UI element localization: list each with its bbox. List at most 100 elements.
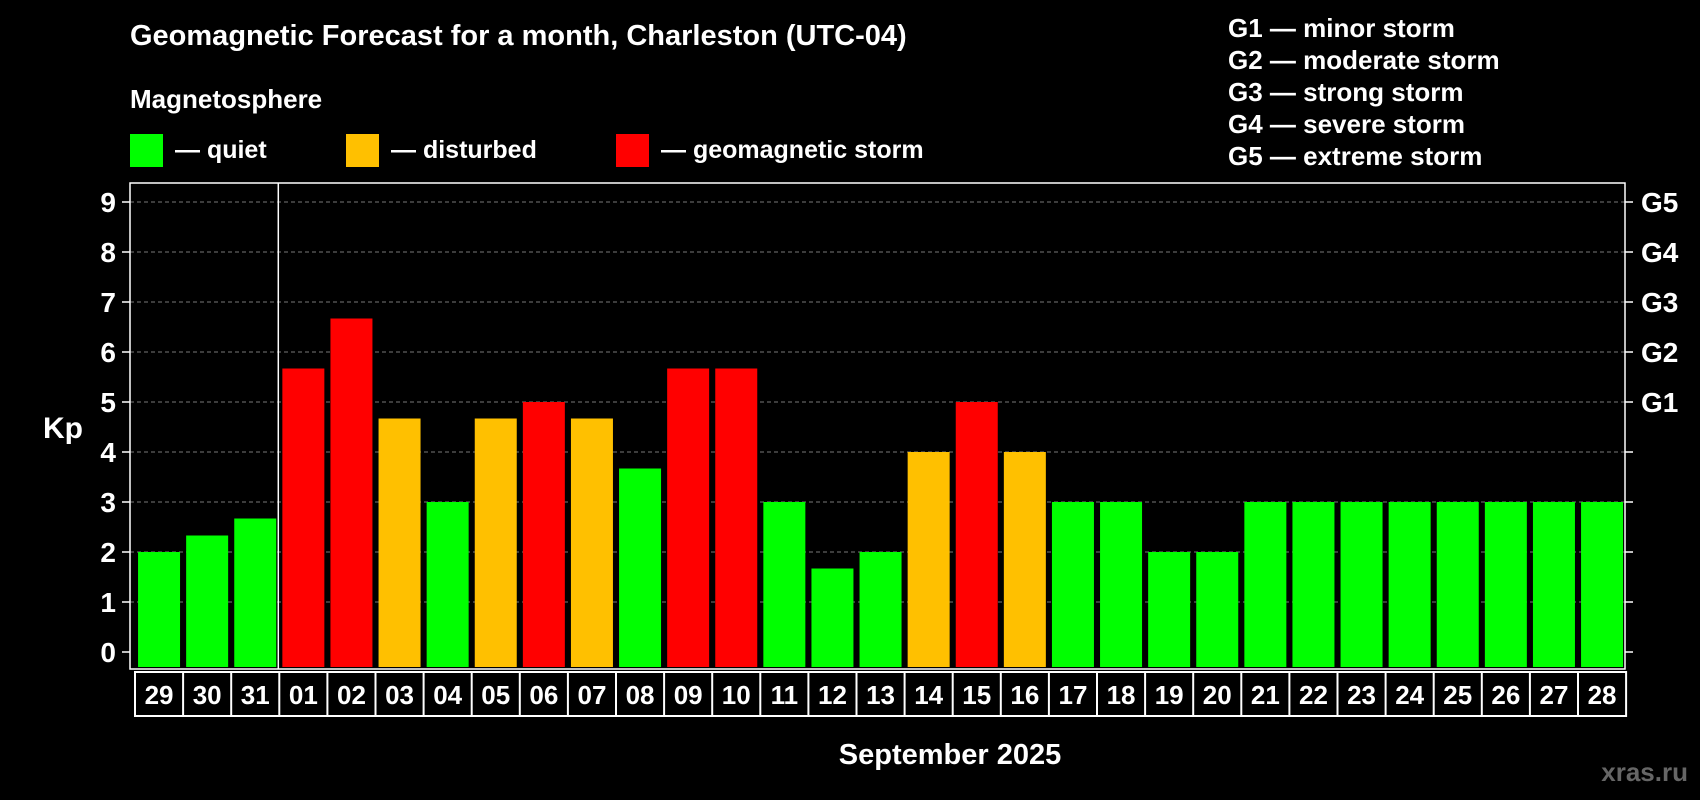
y-tick-label: 8 (100, 237, 116, 268)
legend-heading: Magnetosphere (130, 84, 323, 114)
storm-level-g1: G1 — minor storm (1228, 13, 1455, 43)
bar (234, 518, 277, 667)
date-label: 24 (1395, 680, 1424, 710)
date-label: 13 (866, 680, 895, 710)
date-label: 30 (193, 680, 222, 710)
bar (1196, 552, 1239, 667)
bar (1051, 502, 1094, 667)
legend-swatch-disturbed (346, 133, 379, 167)
date-label: 11 (771, 680, 799, 710)
date-label: 15 (962, 680, 991, 710)
legend-label-storm: — geomagnetic storm (661, 135, 924, 164)
date-label: 28 (1588, 680, 1617, 710)
chart-title: Geomagnetic Forecast for a month, Charle… (130, 20, 907, 52)
storm-level-g5: G5 — extreme storm (1228, 141, 1483, 171)
bar (1581, 502, 1624, 667)
y-tick-label: 9 (100, 187, 116, 218)
date-label: 29 (145, 680, 174, 710)
bar (1484, 502, 1527, 667)
date-label: 27 (1539, 680, 1568, 710)
bar (282, 368, 325, 667)
date-row-frame (134, 671, 1628, 717)
legend-item-disturbed: — disturbed (346, 133, 537, 167)
plot-frame (129, 182, 1626, 670)
y-tick-label: 3 (100, 487, 116, 518)
legend-swatch-storm (616, 133, 649, 167)
date-label: 22 (1299, 680, 1328, 710)
bar (1148, 552, 1191, 667)
date-label: 06 (529, 680, 558, 710)
bar (426, 502, 469, 667)
bar (811, 568, 854, 667)
bar (1436, 502, 1479, 667)
storm-level-g2: G2 — moderate storm (1228, 45, 1500, 75)
bar (1388, 502, 1431, 667)
y-tick-label: 5 (100, 387, 116, 418)
date-label: 09 (674, 680, 703, 710)
legend-swatch-quiet (130, 133, 163, 167)
bar (1100, 502, 1143, 667)
bar (330, 318, 373, 667)
y-tick-label: 7 (100, 287, 116, 318)
legend-item-quiet: — quiet (130, 133, 267, 167)
date-label: 14 (914, 680, 943, 710)
g-level-label: G2 (1641, 337, 1678, 368)
storm-level-g4: G4 — severe storm (1228, 109, 1466, 139)
date-label: 07 (577, 680, 606, 710)
y-tick-label: 6 (100, 337, 116, 368)
date-label: 19 (1155, 680, 1184, 710)
watermark: xras.ru (1601, 757, 1688, 787)
legend-item-storm: — geomagnetic storm (616, 133, 924, 167)
bar (1003, 452, 1046, 667)
bar (859, 552, 902, 667)
bar (570, 418, 613, 667)
date-label: 01 (289, 680, 318, 710)
date-label: 04 (433, 680, 462, 710)
date-label: 08 (626, 680, 655, 710)
legend-label-quiet: — quiet (175, 135, 267, 164)
date-label: 21 (1251, 680, 1280, 710)
y-tick-label: 2 (100, 537, 116, 568)
date-label: 05 (481, 680, 510, 710)
date-label: 20 (1203, 680, 1232, 710)
bar (186, 535, 229, 667)
bar (1292, 502, 1335, 667)
bar (138, 552, 181, 667)
bar (955, 402, 998, 667)
bar (619, 468, 662, 667)
storm-level-legend: G1 — minor storm G2 — moderate storm G3 … (1228, 12, 1500, 172)
bar (522, 402, 565, 667)
x-axis-label: September 2025 (839, 739, 1061, 771)
bar (1244, 502, 1287, 667)
bar (378, 418, 421, 667)
date-label: 10 (722, 680, 751, 710)
date-label: 02 (337, 680, 366, 710)
bar (763, 502, 806, 667)
date-label: 26 (1491, 680, 1520, 710)
date-label: 03 (385, 680, 414, 710)
bar (667, 368, 710, 667)
date-label: 25 (1443, 680, 1472, 710)
bar (907, 452, 950, 667)
g-level-label: G1 (1641, 387, 1678, 418)
bar (715, 368, 758, 667)
y-tick-label: 0 (100, 637, 116, 668)
y-tick-label: 4 (100, 437, 116, 468)
date-label: 17 (1058, 680, 1087, 710)
legend-label-disturbed: — disturbed (391, 135, 537, 164)
date-label: 31 (241, 680, 270, 710)
y-axis-label: Kp (43, 412, 83, 445)
date-label: 12 (818, 680, 847, 710)
bar (1532, 502, 1575, 667)
g-level-label: G5 (1641, 187, 1678, 218)
bar (1340, 502, 1383, 667)
g-level-label: G3 (1641, 287, 1678, 318)
y-tick-label: 1 (100, 587, 116, 618)
date-label: 18 (1107, 680, 1136, 710)
bar (474, 418, 517, 667)
date-label: 16 (1010, 680, 1039, 710)
g-level-label: G4 (1641, 237, 1679, 268)
storm-level-g3: G3 — strong storm (1228, 77, 1464, 107)
date-label: 23 (1347, 680, 1376, 710)
